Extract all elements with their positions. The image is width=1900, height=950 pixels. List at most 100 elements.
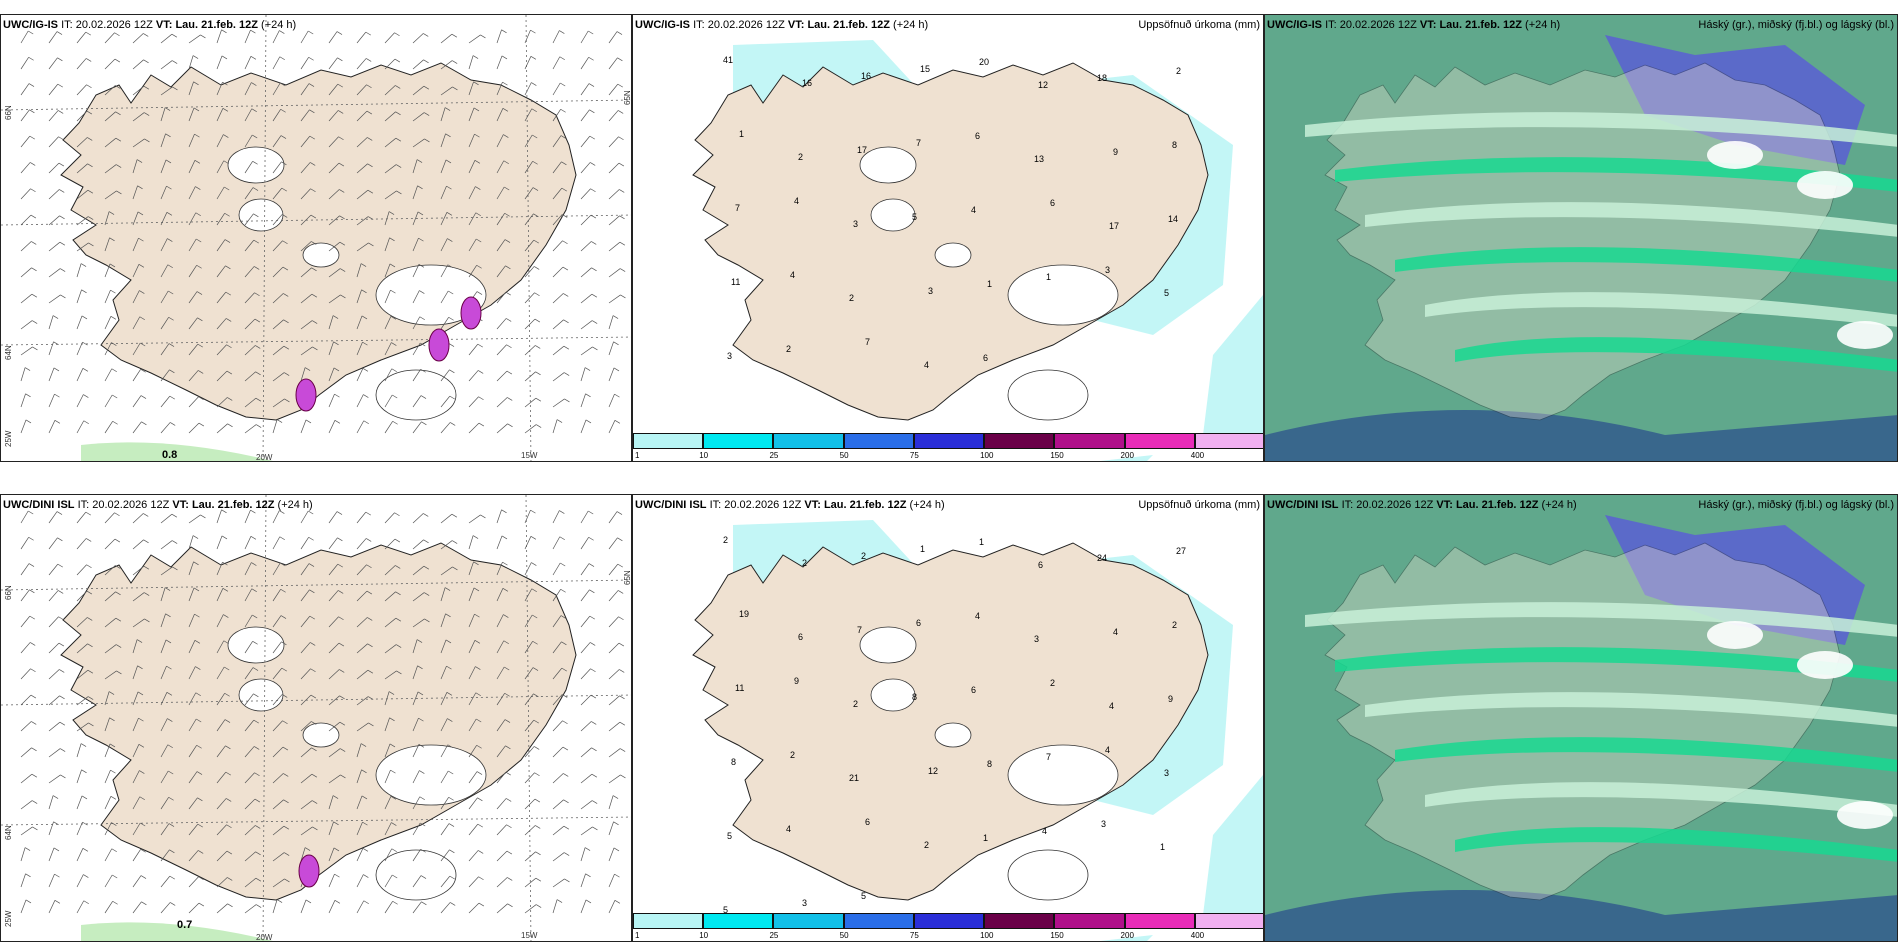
wind-barb-flag	[337, 57, 343, 62]
wind-barb-flag	[363, 900, 369, 905]
wind-barb-shaft	[608, 616, 619, 628]
wind-barb-shaft	[48, 241, 61, 252]
wind-barb-flag	[340, 268, 346, 272]
precip-value: 6	[975, 131, 981, 141]
wind-barb-flag	[590, 668, 596, 673]
wind-barb-shaft	[188, 55, 194, 70]
precip-value: 6	[1050, 198, 1056, 208]
wind-barb-flag	[531, 562, 537, 566]
wind-barb-flag	[339, 241, 346, 246]
wind-barb-flag	[109, 743, 116, 748]
wind-barb-shaft	[524, 904, 537, 914]
wind-barb-flag	[111, 342, 117, 346]
wind-barb-shaft	[300, 267, 312, 278]
legend-label: 150	[1050, 451, 1064, 460]
wind-barb-flag	[256, 904, 262, 908]
wind-barb-flag	[25, 899, 32, 904]
wind-barb-flag	[478, 370, 484, 374]
wind-barb-flag	[452, 86, 458, 91]
wind-barb-flag	[196, 771, 203, 775]
wind-barb-shaft	[216, 745, 226, 758]
panel-header: UWC/IG-IS IT: 20.02.2026 12Z VT: Lau. 21…	[635, 19, 929, 31]
wind-barb-shaft	[440, 692, 448, 706]
wind-barb-shaft	[412, 901, 422, 914]
wind-barb-shaft	[468, 850, 479, 862]
wind-barb-shaft	[20, 393, 26, 408]
wind-barb-flag	[282, 746, 289, 751]
wind-barb-shaft	[552, 187, 563, 200]
wind-barb-flag	[226, 850, 233, 855]
wind-barb-shaft	[468, 370, 479, 382]
wind-barb-shaft	[272, 161, 282, 174]
wind-barb-flag	[367, 669, 374, 674]
wind-barb-shaft	[216, 108, 224, 122]
wind-barb-shaft	[524, 509, 531, 524]
wind-barb-shaft	[496, 134, 504, 148]
wind-barb-flag	[86, 110, 93, 115]
wind-barb-shaft	[468, 587, 475, 602]
wind-barb-shaft	[244, 424, 257, 434]
wind-barb-flag	[140, 875, 147, 879]
wind-barb-flag	[476, 238, 482, 243]
high-cloud-streak	[1425, 782, 1897, 817]
wind-barb-flag	[338, 136, 344, 141]
clear-area	[1837, 321, 1893, 349]
wind-barb-shaft	[132, 342, 141, 356]
wind-barb-flag	[340, 748, 346, 752]
wind-barb-shaft	[384, 211, 390, 226]
high-cloud-streak	[1365, 202, 1897, 237]
wind-barb-shaft	[272, 799, 284, 810]
wind-barb-flag	[31, 293, 38, 298]
wind-barb-shaft	[188, 370, 199, 382]
wind-barb-flag	[617, 563, 623, 568]
wind-barb-shaft	[48, 563, 59, 576]
wind-barb-shaft	[328, 721, 341, 732]
wind-barb-shaft	[188, 745, 197, 758]
lat-label-66n: 66N	[4, 585, 13, 600]
wind-barb-shaft	[496, 561, 503, 576]
max-value-label: 0.8	[162, 449, 178, 461]
wind-barb-shaft	[188, 850, 199, 862]
wind-barb-flag	[480, 514, 486, 519]
wind-barb-shaft	[384, 796, 392, 810]
wind-barb-flag	[171, 33, 178, 38]
wind-barb-shaft	[76, 263, 82, 278]
heavy-precip-spot	[460, 296, 482, 330]
wind-barb-flag	[87, 617, 93, 621]
wind-barb-flag	[474, 613, 480, 618]
glacier-shape	[934, 722, 972, 748]
wind-barb-shaft	[104, 164, 117, 174]
wind-barb-shaft	[496, 535, 503, 550]
wind-barb-flag	[310, 668, 316, 673]
glacier-shape	[227, 626, 285, 664]
wind-barb-flag	[368, 722, 374, 727]
lat-label-64n: 64N	[4, 345, 13, 360]
wind-barb-flag	[620, 294, 626, 299]
wind-barb-shaft	[244, 345, 256, 356]
wind-barb-shaft	[244, 877, 257, 888]
wind-barb-shaft	[244, 239, 255, 252]
wind-barb-flag	[81, 289, 87, 294]
wind-barb-shaft	[468, 666, 476, 680]
wind-barb-flag	[560, 588, 566, 593]
wind-barb-shaft	[272, 562, 281, 576]
wind-barb-shaft	[300, 847, 306, 862]
wind-barb-flag	[339, 695, 345, 700]
wind-barb-flag	[361, 289, 367, 294]
precip-map-panel-bottom: UWC/DINI ISL IT: 20.02.2026 12Z VT: Lau.…	[632, 494, 1264, 942]
lon-label-15w: 15W	[521, 451, 538, 460]
wind-barb-shaft	[496, 55, 503, 70]
legend-swatch	[984, 433, 1055, 449]
wind-barb-shaft	[216, 693, 225, 706]
wind-barb-shaft	[272, 82, 281, 96]
wind-barb-flag	[560, 108, 566, 113]
wind-barb-flag	[283, 773, 289, 777]
wind-barb-shaft	[216, 588, 224, 602]
wind-barb-flag	[368, 216, 374, 220]
wind-barb-flag	[562, 240, 568, 245]
wind-barb-shaft	[384, 901, 393, 914]
wind-barb-shaft	[160, 60, 173, 70]
wind-barb-flag	[532, 667, 539, 671]
wind-barb-shaft	[272, 372, 285, 382]
wind-barb-flag	[394, 32, 400, 37]
